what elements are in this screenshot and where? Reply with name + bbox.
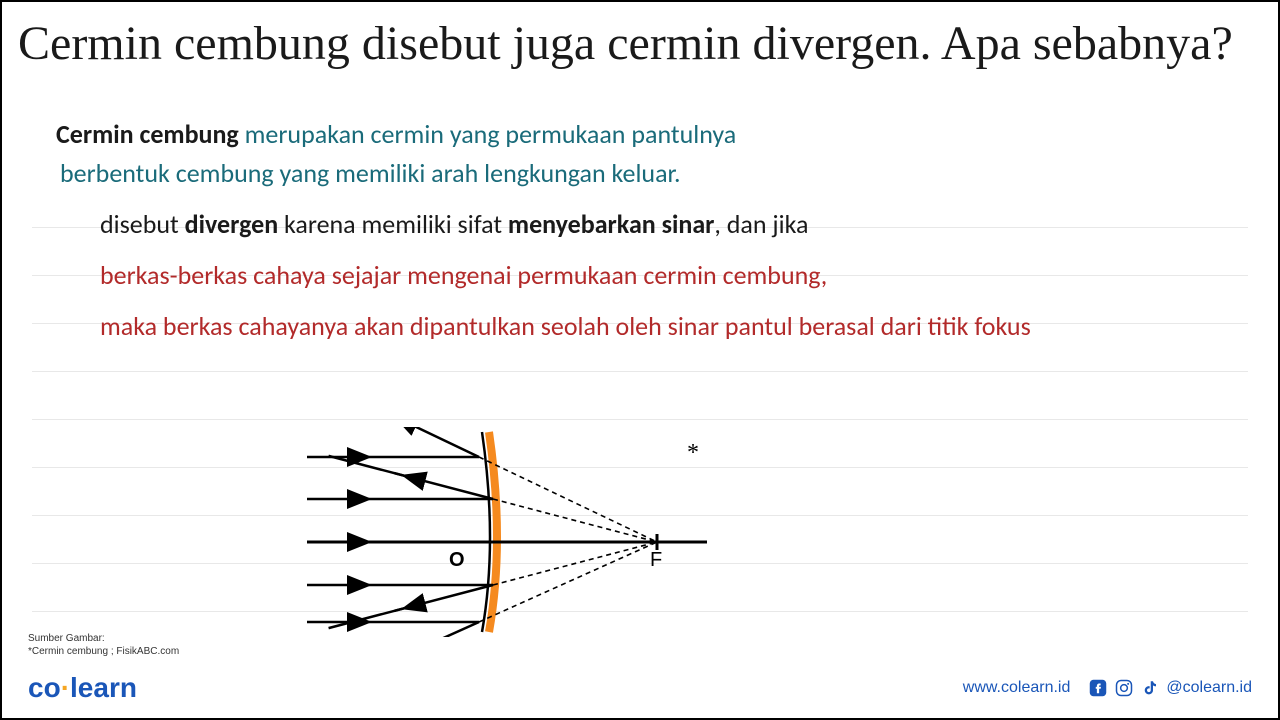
mirror-diagram: OF — [302, 427, 712, 637]
facebook-icon — [1088, 678, 1108, 698]
term-bold: Cermin cembung — [56, 118, 239, 150]
body-pre: disebut — [100, 208, 185, 240]
definition-rest1: merupakan cermin yang permukaan pantulny… — [239, 118, 736, 150]
brand-logo: co·learn — [28, 672, 137, 704]
red-line1: berkas-berkas cahaya sejajar mengenai pe… — [32, 244, 1248, 295]
instagram-icon — [1114, 678, 1134, 698]
content-area: Cermin cembung merupakan cermin yang per… — [2, 97, 1278, 346]
social-icons: @colearn.id — [1088, 678, 1252, 698]
credit-line1: Sumber Gambar: — [28, 632, 179, 645]
body-bold1: divergen — [185, 208, 279, 240]
svg-text:O: O — [449, 549, 465, 571]
tiktok-icon — [1140, 678, 1160, 698]
page-title: Cermin cembung disebut juga cermin diver… — [2, 2, 1278, 97]
footer-bar: co·learn www.colearn.id @colearn.id — [2, 668, 1278, 708]
definition-line1: Cermin cembung merupakan cermin yang per… — [32, 97, 1248, 154]
image-credit: Sumber Gambar: *Cermin cembung ; FisikAB… — [28, 632, 179, 658]
logo-learn: learn — [70, 672, 137, 703]
svg-text:F: F — [650, 549, 662, 571]
footer-right: www.colearn.id @colearn.id — [963, 678, 1252, 698]
website-url: www.colearn.id — [963, 679, 1071, 697]
body-bold2: menyebarkan sinar — [508, 208, 714, 240]
body-post: , dan jika — [714, 208, 808, 240]
credit-line2: *Cermin cembung ; FisikABC.com — [28, 645, 179, 658]
body-line1: disebut divergen karena memiliki sifat m… — [32, 193, 1248, 244]
logo-dot: · — [61, 672, 70, 703]
social-handle: @colearn.id — [1166, 679, 1252, 697]
definition-line2: berbentuk cembung yang memiliki arah len… — [32, 154, 1248, 193]
logo-co: co — [28, 672, 61, 703]
red-line2: maka berkas cahayanya akan dipantulkan s… — [32, 295, 1248, 346]
body-mid: karena memiliki sifat — [278, 208, 508, 240]
